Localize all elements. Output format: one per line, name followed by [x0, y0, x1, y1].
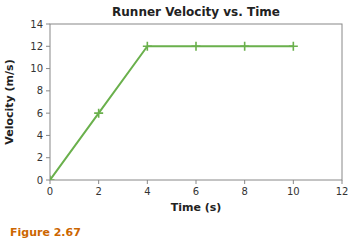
y-tick	[46, 68, 50, 69]
plot-area	[50, 42, 298, 180]
point-marker	[240, 42, 249, 51]
x-tick-label: 8	[241, 186, 247, 197]
x-tick-label: 10	[287, 186, 300, 197]
x-tick	[98, 180, 99, 184]
y-tick-label: 10	[30, 63, 43, 74]
y-tick	[46, 135, 50, 136]
y-tick-label: 14	[30, 19, 43, 30]
x-tick	[342, 180, 343, 184]
y-tick-label: 0	[37, 175, 43, 186]
y-tick-label: 6	[37, 108, 43, 119]
chart-title: Runner Velocity vs. Time	[112, 5, 280, 19]
plot-frame	[50, 24, 342, 180]
y-tick-label: 2	[37, 152, 43, 163]
x-tick-label: 4	[144, 186, 150, 197]
y-tick	[46, 180, 50, 181]
x-tick	[147, 180, 148, 184]
y-tick	[46, 113, 50, 114]
point-marker	[143, 42, 152, 51]
x-tick-label: 12	[336, 186, 349, 197]
y-tick	[46, 46, 50, 47]
x-axis-label: Time (s)	[171, 201, 222, 214]
x-tick	[196, 180, 197, 184]
point-marker	[94, 109, 103, 118]
y-tick	[46, 24, 50, 25]
point-marker	[50, 176, 55, 181]
x-tick	[50, 180, 51, 184]
y-tick	[46, 90, 50, 91]
series-line	[50, 46, 293, 180]
point-marker	[289, 42, 298, 51]
point-marker	[192, 42, 201, 51]
y-tick	[46, 157, 50, 158]
y-tick-label: 4	[37, 130, 43, 141]
x-tick	[244, 180, 245, 184]
x-tick	[293, 180, 294, 184]
y-tick-label: 8	[37, 85, 43, 96]
x-tick-label: 6	[193, 186, 199, 197]
chart: 0 2 4 6 8 10 12 0 2 4 6 8 10 12 14 Runner Velocity vs. …	[0, 0, 356, 244]
x-tick-label: 2	[95, 186, 101, 197]
x-tick-label: 0	[47, 186, 53, 197]
figure-caption: Figure 2.67	[10, 226, 81, 239]
y-tick-label: 12	[30, 41, 43, 52]
y-axis-label: Velocity (m/s)	[3, 59, 16, 144]
